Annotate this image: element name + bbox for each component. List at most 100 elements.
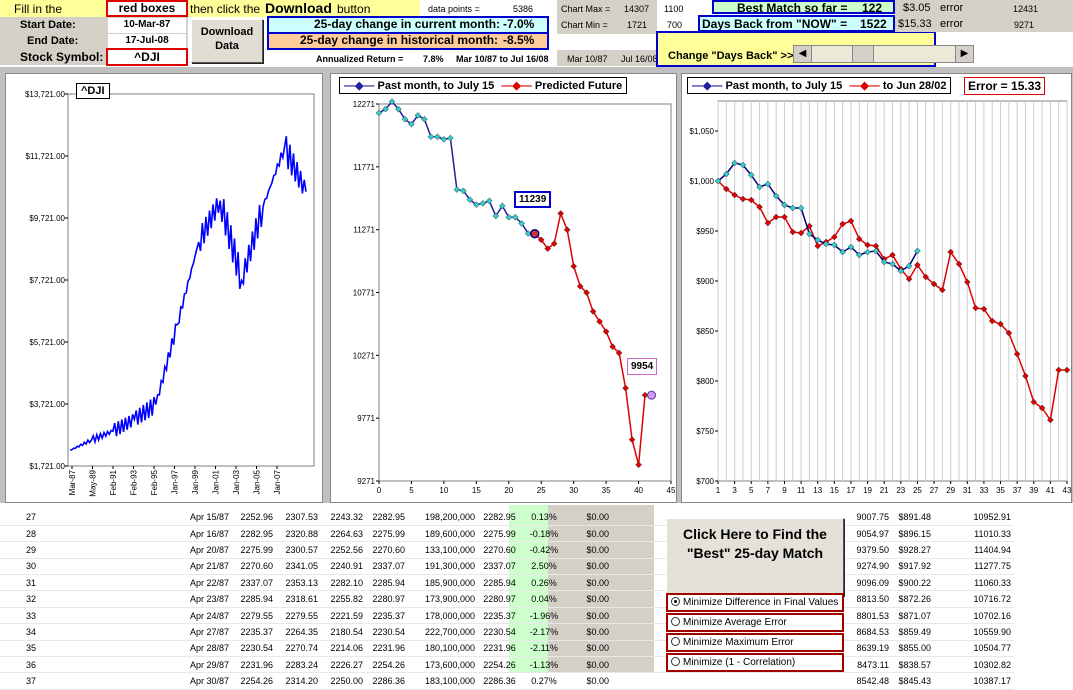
table-cell: 2341.05 — [276, 558, 321, 576]
data-point — [628, 436, 636, 444]
find-best-match-button[interactable]: Click Here to Find the "Best" 25-day Mat… — [666, 518, 844, 596]
y-tick-label: $950 — [696, 227, 714, 236]
change-days-button[interactable]: Change "Days Back" >> — [668, 50, 794, 62]
data-point — [485, 197, 493, 205]
data-point — [583, 289, 590, 296]
current-change-label: 25-day change in current month: — [314, 17, 501, 31]
option-correlation[interactable]: Minimize (1 - Correlation) — [666, 653, 844, 672]
table-row: 35 Apr 28/87 2230.54 2270.74 2214.06 2231.96 1… — [0, 640, 1014, 658]
end-date-label: End Date: — [27, 35, 79, 47]
x-tick-label: Jan-97 — [171, 469, 180, 494]
table-cell: Apr 20/87 — [62, 541, 232, 559]
data-point — [589, 308, 597, 315]
start-date-label: Start Date: — [20, 19, 76, 31]
table-cell: 31 — [0, 574, 62, 592]
y-tick-label: 10271 — [353, 351, 376, 360]
x-tick-label: 3 — [732, 486, 737, 495]
data-point — [453, 186, 461, 193]
scroll-thumb[interactable] — [852, 46, 874, 62]
radio-icon[interactable] — [671, 657, 680, 666]
radio-icon[interactable] — [671, 617, 680, 626]
data-point — [814, 242, 822, 250]
data-point — [395, 105, 402, 113]
table-cell: 0.27% — [521, 672, 567, 690]
table-cell: 2250.00 — [321, 672, 366, 690]
chart-max-b: 1100 — [664, 4, 684, 14]
table-row: 27 Apr 15/87 2252.96 2307.53 2243.32 2282.95 1… — [0, 509, 1014, 526]
data-point — [408, 120, 415, 128]
data-point — [764, 219, 772, 227]
x-tick-label: 27 — [930, 486, 939, 495]
historical-change-value: -8.5% — [503, 33, 535, 47]
radio-selected-icon[interactable] — [671, 597, 680, 606]
table-cell: 10504.77 — [934, 640, 1014, 658]
data-point — [537, 236, 545, 244]
y-tick-label: $850 — [696, 327, 714, 336]
data-point — [855, 251, 863, 259]
legend-match-icon: —◆— — [849, 80, 880, 92]
radio-icon[interactable] — [671, 637, 680, 646]
x-tick-label: 5 — [749, 486, 754, 495]
end-date-field[interactable]: 17-Jul-08 — [108, 34, 186, 49]
stock-symbol-field[interactable]: ^DJI — [106, 48, 188, 66]
option-final-values[interactable]: Minimize Difference in Final Values — [666, 593, 844, 612]
data-point — [492, 212, 500, 220]
y-tick-label: $11,721.00 — [26, 152, 66, 161]
table-cell: $855.00 — [892, 640, 934, 658]
data-point — [789, 204, 797, 212]
chart-max-a: 14307 — [624, 4, 650, 14]
data-point — [427, 133, 435, 141]
data-point — [434, 133, 441, 141]
option-max-error[interactable]: Minimize Maximum Error — [666, 633, 844, 652]
table-cell: -1.13% — [521, 656, 567, 674]
x-tick-label: Jan-05 — [253, 469, 262, 494]
data-point — [1063, 366, 1071, 374]
table-cell: 2275.99 — [366, 525, 408, 543]
table-cell: 2270.60 — [366, 541, 408, 559]
scroll-right-arrow-icon[interactable]: ▶ — [955, 46, 973, 62]
data-point — [1047, 416, 1054, 424]
data-point — [544, 245, 552, 252]
current-value-label: 11239 — [514, 191, 552, 208]
data-point — [440, 135, 448, 143]
table-cell: 222,700,000 — [408, 623, 478, 641]
table-cell: Apr 22/87 — [62, 574, 232, 592]
table-cell: $0.00 — [567, 607, 612, 625]
table-cell: Apr 16/87 — [62, 525, 232, 543]
dji-chart-title: ^DJI — [76, 83, 110, 99]
x-tick-label: 20 — [504, 486, 513, 495]
annualized-value: 7.8% — [423, 54, 444, 64]
x-tick-label: 39 — [1029, 486, 1038, 495]
data-point — [1022, 372, 1029, 380]
data-point — [988, 317, 996, 325]
table-cell: 2270.60 — [478, 541, 521, 559]
data-point — [847, 217, 855, 225]
chart-min-label: Chart Min = — [561, 20, 608, 30]
fill-in-text: Fill in the — [14, 2, 63, 16]
data-point — [747, 196, 755, 204]
option-average-error[interactable]: Minimize Average Error — [666, 613, 844, 632]
table-cell: 2282.95 — [366, 509, 408, 526]
scroll-left-arrow-icon[interactable]: ◀ — [794, 46, 812, 62]
x-tick-label: 15 — [830, 486, 839, 495]
data-point — [997, 320, 1004, 328]
table-cell: 185,900,000 — [408, 574, 478, 592]
download-data-button[interactable]: Download Data — [191, 19, 263, 63]
data-point — [460, 187, 467, 195]
data-point — [789, 228, 797, 236]
days-back-scrollbar[interactable]: ◀ ▶ — [793, 45, 974, 63]
data-point — [772, 192, 780, 200]
table-cell: 2282.95 — [478, 509, 521, 526]
table-cell: 2226.27 — [321, 656, 366, 674]
data-point — [814, 236, 822, 244]
data-point — [641, 391, 649, 399]
then-click-text: then click the — [190, 2, 261, 16]
table-row: 30 Apr 21/87 2270.60 2341.05 2240.91 2337.07 1… — [0, 558, 1014, 576]
table-cell: $0.00 — [567, 541, 612, 559]
start-date-field[interactable]: 10-Mar-87 — [108, 18, 186, 33]
table-cell: 11010.33 — [934, 525, 1014, 543]
legend-match-label: to Jun 28/02 — [882, 80, 947, 92]
data-point — [382, 105, 389, 113]
chart-min-b: 700 — [667, 20, 683, 30]
table-cell: 191,300,000 — [408, 558, 478, 576]
